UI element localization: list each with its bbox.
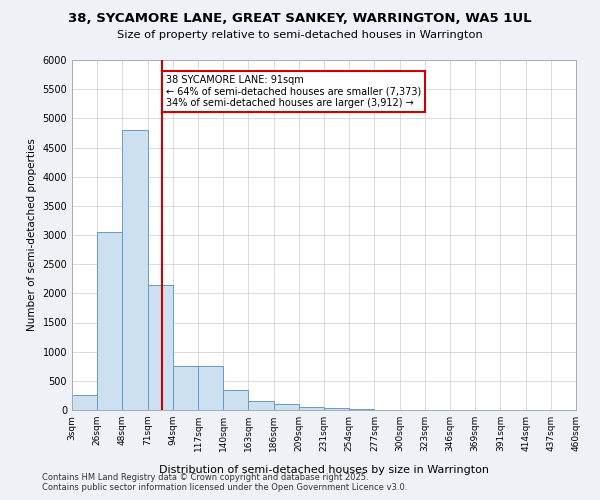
Bar (299, 407, 324, 410)
Text: 38 SYCAMORE LANE: 91sqm
← 64% of semi-detached houses are smaller (7,373)
34% of: 38 SYCAMORE LANE: 91sqm ← 64% of semi-de… (166, 74, 421, 108)
Text: Contains HM Land Registry data © Crown copyright and database right 2025.
Contai: Contains HM Land Registry data © Crown c… (42, 473, 407, 492)
Bar (72, 396, 97, 410)
Bar (198, 366, 223, 410)
Bar (148, 284, 173, 410)
Bar (248, 401, 274, 410)
Text: 38, SYCAMORE LANE, GREAT SANKEY, WARRINGTON, WA5 1UL: 38, SYCAMORE LANE, GREAT SANKEY, WARRING… (68, 12, 532, 26)
Bar (274, 404, 299, 410)
Bar (122, 130, 148, 410)
Y-axis label: Number of semi-detached properties: Number of semi-detached properties (27, 138, 37, 332)
Bar (97, 232, 122, 410)
Bar (173, 366, 198, 410)
Bar (324, 408, 349, 410)
Bar (223, 390, 248, 410)
Text: Size of property relative to semi-detached houses in Warrington: Size of property relative to semi-detach… (117, 30, 483, 40)
X-axis label: Distribution of semi-detached houses by size in Warrington: Distribution of semi-detached houses by … (159, 465, 489, 475)
